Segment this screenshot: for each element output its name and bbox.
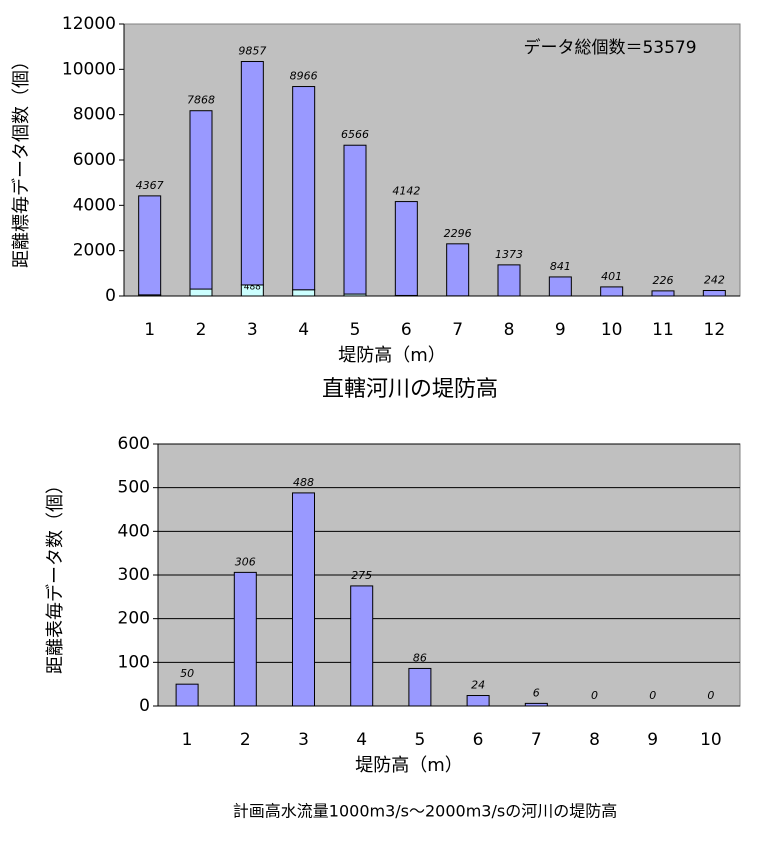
bar-segment	[189, 110, 213, 290]
x-tick-label: 8	[504, 320, 515, 340]
data-label: 242	[704, 274, 725, 287]
bar-segment	[240, 61, 264, 286]
x-tick-label: 11	[652, 320, 674, 340]
x-tick-label: 3	[298, 730, 309, 750]
data-label: 275	[351, 569, 372, 582]
data-label: 0	[591, 689, 598, 702]
data-label: 226	[653, 274, 674, 287]
data-label: 8966	[290, 70, 318, 83]
annotation: データ総個数＝53579	[523, 37, 696, 58]
bar	[233, 571, 257, 707]
chart-title: 直轄河川の堤防高	[322, 377, 498, 402]
bar-segment	[343, 144, 367, 295]
y-axis-label: 距離標毎データ個数（個）	[11, 52, 32, 268]
y-tick-label: 4000	[73, 195, 116, 215]
data-label: 488	[244, 283, 261, 293]
data-label: 7868	[187, 94, 215, 107]
bar-segment	[292, 86, 316, 291]
bar-segment	[394, 201, 418, 296]
x-tick-label: 5	[414, 730, 425, 750]
data-label: 2296	[444, 227, 472, 240]
bar-segment	[497, 264, 521, 297]
y-tick-label: 300	[118, 565, 150, 585]
x-tick-label: 12	[704, 320, 726, 340]
bar-segment	[702, 290, 726, 297]
x-tick-label: 7	[531, 730, 542, 750]
y-tick-label: 200	[118, 609, 150, 629]
x-tick-label: 4	[298, 320, 309, 340]
data-label: 401	[601, 270, 622, 283]
y-tick-label: 100	[118, 652, 150, 672]
data-label: 841	[550, 260, 571, 273]
x-tick-label: 2	[196, 320, 207, 340]
y-tick-label: 8000	[73, 105, 116, 125]
data-label: 86	[413, 651, 427, 664]
x-tick-label: 4	[356, 730, 367, 750]
y-tick-label: 500	[118, 478, 150, 498]
bar-segment	[548, 276, 572, 297]
bar	[408, 667, 432, 707]
data-label: 6	[533, 686, 540, 699]
bar	[466, 695, 490, 707]
x-tick-label: 9	[555, 320, 566, 340]
data-label: 50	[180, 667, 194, 680]
y-tick-label: 600	[118, 434, 150, 454]
x-tick-label: 5	[350, 320, 361, 340]
y-tick-label: 2000	[73, 241, 116, 261]
bar-segment	[138, 195, 162, 296]
data-label: 0	[649, 689, 656, 702]
y-tick-label: 400	[118, 521, 150, 541]
plot-area	[123, 23, 741, 297]
y-tick-label: 6000	[73, 150, 116, 170]
data-label: 0	[707, 689, 714, 702]
x-tick-label: 2	[240, 730, 251, 750]
x-axis-label: 堤防高（m）	[355, 755, 463, 776]
bar	[350, 585, 374, 707]
x-tick-label: 6	[401, 320, 412, 340]
x-tick-label: 10	[700, 730, 722, 750]
bar-segment	[651, 290, 675, 297]
y-tick-label: 10000	[62, 59, 116, 79]
y-tick-label: 12000	[62, 14, 116, 34]
data-label: 488	[293, 476, 314, 489]
y-axis-label: 距離表毎データ数（個）	[45, 476, 66, 674]
x-tick-label: 7	[452, 320, 463, 340]
bar	[524, 702, 548, 707]
chart-title: 計画高水流量1000m3/s～2000m3/sの河川の堤防高	[233, 802, 617, 821]
y-tick-label: 0	[105, 286, 116, 306]
data-label: 306	[235, 555, 256, 568]
bar	[175, 683, 199, 707]
bar	[292, 492, 315, 707]
data-label: 9857	[238, 45, 266, 58]
data-label: 4142	[392, 185, 420, 198]
x-axis-label: 堤防高（m）	[338, 345, 446, 366]
bar-segment	[446, 243, 470, 297]
x-tick-label: 8	[589, 730, 600, 750]
x-tick-label: 6	[473, 730, 484, 750]
x-tick-label: 1	[182, 730, 193, 750]
x-tick-label: 3	[247, 320, 258, 340]
x-tick-label: 9	[647, 730, 658, 750]
data-label: 1373	[495, 248, 523, 261]
data-label: 6566	[341, 128, 369, 141]
x-tick-label: 1	[144, 320, 155, 340]
x-tick-label: 10	[601, 320, 623, 340]
data-label: 4367	[136, 179, 164, 192]
data-label: 24	[471, 679, 485, 692]
bar-segment	[600, 286, 624, 297]
y-tick-label: 0	[139, 696, 150, 716]
